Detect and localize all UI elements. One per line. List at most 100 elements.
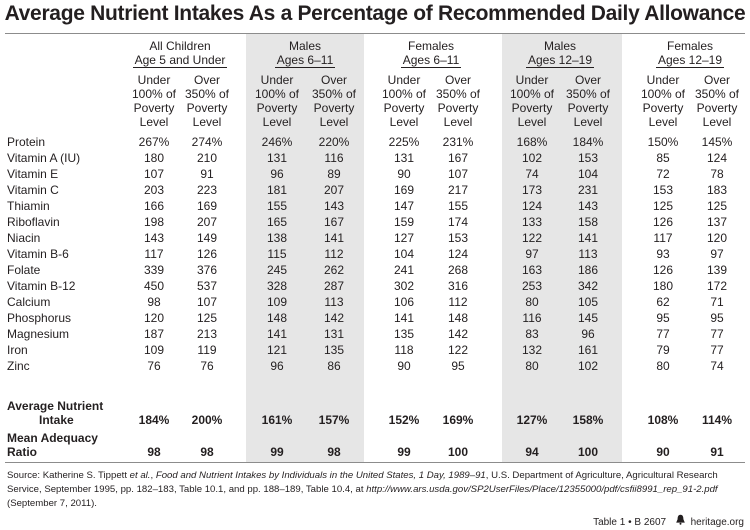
table-cell: 143	[577, 199, 599, 213]
column-subheader-line: Level	[702, 115, 732, 129]
table-cell: 181	[266, 183, 288, 197]
table-cell: 168%	[516, 135, 548, 149]
row-label: Vitamin E	[7, 167, 59, 181]
summary-cell: 98	[200, 445, 214, 459]
table-cell: 174	[447, 215, 469, 229]
table-cell: 153	[447, 231, 469, 245]
table-cell: 124	[447, 247, 469, 261]
table-cell: 138	[266, 231, 288, 245]
table-cell: 172	[706, 279, 728, 293]
group-header-line2: Ages 6–11	[400, 53, 462, 68]
table-cell: 112	[324, 247, 344, 261]
summary-label-line1: Average Nutrient	[7, 399, 104, 413]
row-label: Folate	[7, 263, 41, 277]
table-cell: 187	[143, 327, 165, 341]
table-cell: 91	[200, 167, 214, 181]
table-cell: 342	[577, 279, 599, 293]
summary-cell: 91	[710, 445, 724, 459]
table-cell: 169	[393, 183, 415, 197]
column-subheader: Over 350% of Poverty Level	[691, 73, 743, 129]
table-cell: 135	[393, 327, 415, 341]
table-cell: 113	[578, 247, 598, 261]
group-header: Males Ages 6–11	[243, 39, 367, 69]
summary-cell: 152%	[388, 413, 420, 427]
column-subheader-line: Level	[517, 115, 547, 129]
group-header-line2: Ages 12–19	[655, 53, 725, 68]
table-cell: 376	[196, 263, 218, 277]
table-cell: 95	[710, 311, 724, 325]
table-cell: 220%	[318, 135, 350, 149]
row-label: Zinc	[7, 359, 30, 373]
table-cell: 147	[393, 199, 415, 213]
table-cell: 80	[656, 359, 670, 373]
row-label: Vitamin B-12	[7, 279, 76, 293]
table-cell: 267%	[138, 135, 170, 149]
site-name[interactable]: heritage.org	[690, 517, 744, 528]
column-subheader: Over 350% of Poverty Level	[181, 73, 233, 129]
table-cell: 122	[521, 231, 543, 245]
table-cell: 74	[710, 359, 724, 373]
table-cell: 113	[324, 295, 344, 309]
column-subheader-line: 100% of	[381, 87, 427, 101]
table-cell: 143	[143, 231, 165, 245]
table-cell: 124	[706, 151, 728, 165]
summary-cell: 90	[656, 445, 670, 459]
table-cell: 90	[397, 167, 411, 181]
table-cell: 246%	[261, 135, 293, 149]
column-subheader-line: Level	[319, 115, 349, 129]
source-link[interactable]: http://www.ars.usda.gov/SP2UserFiles/Pla…	[366, 484, 718, 495]
source-note: Source: Katherine S. Tippett et al., Foo…	[7, 470, 718, 509]
table-cell: 120	[706, 231, 728, 245]
table-cell: 287	[323, 279, 345, 293]
column-subheader-line: 100% of	[509, 87, 555, 101]
table-cell: 96	[581, 327, 595, 341]
table-cell: 145	[577, 311, 599, 325]
row-label: Protein	[7, 135, 46, 149]
table-cell: 155	[447, 199, 469, 213]
row-label: Calcium	[7, 295, 51, 309]
column-subheader-line: Poverty	[383, 101, 425, 115]
table-cell: 167	[323, 215, 345, 229]
column-subheader-line: Poverty	[642, 101, 684, 115]
column-subheader-line: 350% of	[311, 87, 357, 101]
column-subheader-line: Level	[573, 115, 603, 129]
column-subheader-line: Poverty	[313, 101, 355, 115]
column-subheader: Over 350% of Poverty Level	[432, 73, 484, 129]
column-subheader-line: 100% of	[254, 87, 300, 101]
table-cell: 141	[323, 231, 345, 245]
table-cell: 115	[267, 247, 287, 261]
table-cell: 132	[521, 343, 543, 357]
table-cell: 450	[143, 279, 165, 293]
table-cell: 153	[652, 183, 674, 197]
row-label: Niacin	[7, 231, 41, 245]
table-cell: 102	[577, 359, 599, 373]
column-subheader-line: Under	[260, 73, 294, 87]
table-cell: 213	[196, 327, 218, 341]
table-cell: 166	[143, 199, 165, 213]
table-cell: 109	[143, 343, 165, 357]
table-cell: 135	[323, 343, 345, 357]
column-subheader-line: Over	[574, 73, 601, 87]
footer: Table 1 • B 2607 heritage.org	[593, 514, 744, 530]
column-subheader-line: Level	[389, 115, 419, 129]
group-header-line1: All Children	[149, 39, 211, 53]
table-cell: 85	[656, 151, 670, 165]
summary-cell: 100	[447, 445, 469, 459]
shaded-column-band	[246, 34, 364, 462]
table-cell: 159	[393, 215, 415, 229]
group-header-line1: Males	[543, 39, 576, 53]
summary-cell: 98	[327, 445, 341, 459]
group-header-line2-wrap: Ages 6–11	[243, 53, 367, 68]
column-subheader-line: Under	[137, 73, 171, 87]
table-cell: 107	[196, 295, 218, 309]
table-cell: 245	[266, 263, 288, 277]
table-cell: 76	[147, 359, 161, 373]
table-cell: 71	[710, 295, 724, 309]
column-subheader-line: Level	[262, 115, 292, 129]
table-cell: 122	[447, 343, 469, 357]
summary-cell: 161%	[261, 413, 293, 427]
table-cell: 120	[143, 311, 165, 325]
table-cell: 95	[451, 359, 465, 373]
summary-cell: 94	[525, 445, 539, 459]
summary-cell: 99	[397, 445, 411, 459]
